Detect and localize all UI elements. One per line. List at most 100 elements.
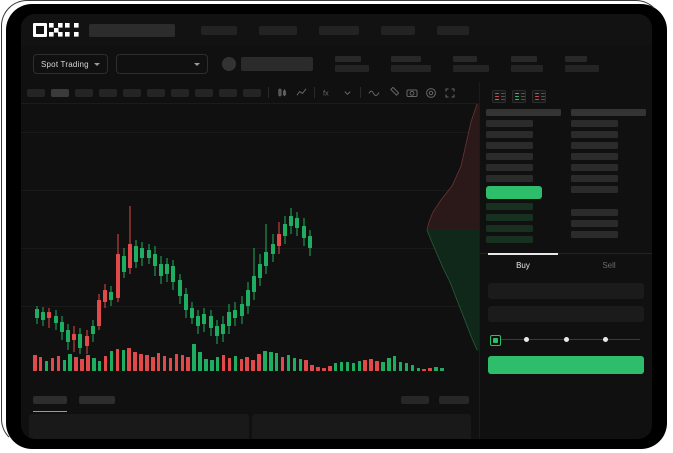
timeframe-button-8[interactable]	[219, 88, 237, 97]
orderbook-right-row-10[interactable]	[571, 220, 618, 227]
timeframe-button-6[interactable]	[171, 88, 189, 97]
volume-bar	[68, 354, 72, 371]
candle	[128, 104, 132, 364]
trading-mode-selector[interactable]: Spot Trading	[33, 54, 108, 74]
wave-icon[interactable]	[368, 87, 380, 99]
order-price-input[interactable]	[488, 283, 644, 299]
bottom-action-0[interactable]	[401, 396, 429, 404]
orderbook-bid-row-3[interactable]	[486, 236, 533, 243]
orderbook-ask-row-4[interactable]	[486, 153, 533, 160]
market-stat-value	[564, 65, 599, 72]
bottom-tab-0[interactable]	[33, 396, 67, 412]
volume-bar	[97, 361, 102, 371]
indicator-icon[interactable]: fx	[322, 87, 334, 99]
volume-bar	[62, 360, 67, 371]
amount-percent-slider[interactable]	[490, 334, 642, 346]
candlestick-chart-icon[interactable]	[276, 87, 288, 99]
market-stat-0	[334, 56, 369, 72]
slider-stop-25[interactable]	[524, 337, 529, 342]
volume-bar	[139, 354, 143, 371]
slider-stop-75[interactable]	[603, 337, 608, 342]
global-search-input[interactable]	[89, 23, 175, 37]
candle	[146, 104, 151, 364]
buy-sell-tabs: Buy Sell	[480, 253, 652, 276]
orderbook-ask-row-2[interactable]	[486, 131, 533, 138]
bottom-panel-right[interactable]	[251, 414, 471, 439]
orderbook-ask-row-1[interactable]	[486, 120, 533, 127]
volume-bar	[369, 359, 373, 371]
orderbook-bids-icon[interactable]	[512, 90, 526, 103]
candle	[109, 104, 114, 364]
timeframe-button-0[interactable]	[27, 88, 45, 97]
fullscreen-icon[interactable]	[444, 87, 456, 99]
timeframe-button-1[interactable]	[51, 88, 69, 97]
timeframe-button-4[interactable]	[123, 88, 141, 97]
nav-item-1[interactable]	[259, 25, 297, 35]
candle	[245, 104, 250, 364]
orderbook-ask-row-0[interactable]	[486, 109, 561, 116]
orderbook-bid-row-2[interactable]	[486, 225, 533, 232]
timeframe-button-5[interactable]	[147, 88, 165, 97]
orderbook-right-row-0[interactable]	[571, 109, 646, 116]
nav-item-0[interactable]	[201, 25, 237, 35]
orderbook-right-row-1[interactable]	[571, 120, 618, 127]
tab-sell[interactable]: Sell	[566, 254, 652, 276]
orderbook-right-row-5[interactable]	[571, 164, 618, 171]
candle	[214, 104, 219, 364]
camera-icon[interactable]	[406, 87, 418, 99]
gridline-1	[21, 190, 479, 191]
orderbook-ask-row-3[interactable]	[486, 142, 533, 149]
orderbook-right-row-3[interactable]	[571, 142, 618, 149]
bottom-tab-1[interactable]	[79, 396, 115, 404]
volume-bar	[44, 361, 49, 371]
trading-pair-selector[interactable]	[115, 54, 208, 74]
nav-item-3[interactable]	[381, 25, 415, 35]
orderbook-ask-row-5[interactable]	[486, 164, 533, 171]
settings-icon[interactable]	[425, 87, 437, 99]
bottom-action-1[interactable]	[439, 396, 469, 404]
orderbook-right-row-11[interactable]	[571, 231, 618, 238]
bottom-panel-left[interactable]	[29, 414, 249, 439]
submit-order-button[interactable]	[488, 356, 644, 374]
nav-item-4[interactable]	[437, 25, 469, 35]
volume-bar	[50, 358, 55, 371]
tab-buy[interactable]: Buy	[480, 253, 566, 276]
volume-bar	[103, 356, 108, 371]
orderbook-bid-row-1[interactable]	[486, 214, 533, 221]
okx-logo[interactable]	[33, 23, 79, 37]
orderbook-selected-row[interactable]	[486, 186, 543, 199]
ruler-icon[interactable]	[387, 86, 399, 99]
orderbook-both-icon[interactable]	[492, 90, 506, 103]
gridline-0	[21, 132, 479, 133]
line-chart-icon[interactable]	[295, 87, 307, 99]
orderbook-right-row-7[interactable]	[571, 186, 618, 193]
orderbook-right-column[interactable]	[571, 109, 646, 243]
volume-bar	[257, 354, 261, 371]
nav-item-2[interactable]	[319, 25, 359, 35]
timeframe-button-7[interactable]	[195, 88, 213, 97]
order-amount-input[interactable]	[488, 306, 644, 322]
price-chart[interactable]	[21, 104, 479, 389]
timeframe-button-3[interactable]	[99, 88, 117, 97]
market-stat-label	[390, 56, 421, 62]
volume-bar	[304, 360, 308, 371]
volume-bar	[109, 351, 114, 371]
orderbook-ask-row-6[interactable]	[486, 175, 533, 182]
timeframe-button-2[interactable]	[75, 88, 93, 97]
orderbook-right-row-6[interactable]	[571, 175, 618, 182]
orderbook-asks-icon[interactable]	[532, 90, 546, 103]
orderbook-right-row-4[interactable]	[571, 153, 618, 160]
candle	[227, 104, 232, 364]
orderbook-right-row-2[interactable]	[571, 131, 618, 138]
chevron-down-icon[interactable]	[341, 87, 353, 99]
chart-toolbar: fx	[21, 82, 652, 104]
volume-bar	[74, 357, 78, 371]
bottom-panel-row	[21, 414, 479, 439]
volume-bar	[186, 357, 190, 371]
orderbook-bid-row-0[interactable]	[486, 203, 533, 210]
slider-handle[interactable]	[490, 334, 501, 346]
orderbook-left-column[interactable]	[486, 109, 561, 243]
timeframe-button-9[interactable]	[243, 88, 261, 97]
orderbook-right-row-9[interactable]	[571, 209, 618, 216]
slider-stop-50[interactable]	[564, 337, 569, 342]
